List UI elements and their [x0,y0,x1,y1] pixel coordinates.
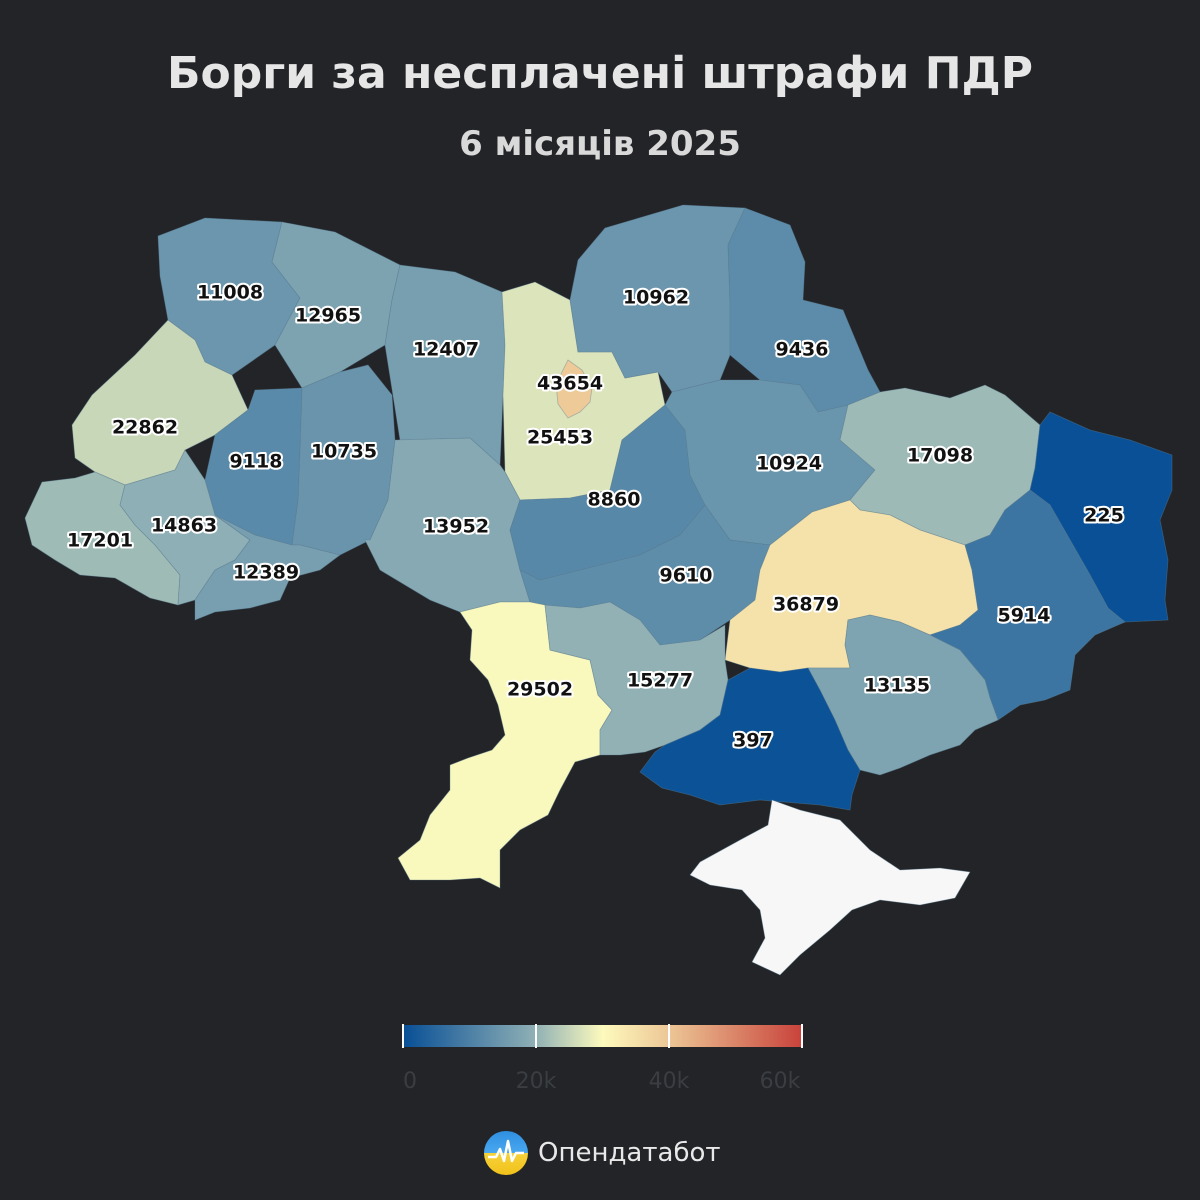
label-zaporizhzhia: 13135 [864,675,930,697]
region-donetsk[interactable] [928,489,1126,721]
label-vinnytsia: 13952 [423,516,489,538]
region-chernivtsi[interactable] [194,514,341,621]
region-odesa[interactable] [397,601,613,889]
region-zaporizhzhia[interactable] [807,614,999,776]
regions-layer [24,204,1173,976]
label-kherson: 397 [733,730,773,752]
color-legend: 0 20k 40k 60k [402,1024,803,1094]
label-chernivtsi: 12389 [233,562,299,584]
label-odesa: 29502 [507,679,573,701]
brand-footer[interactable]: Опендатабот [484,1130,721,1176]
region-labels-layer: 11008 12965 12407 43654 25453 10962 9436… [65,280,1126,754]
region-zhytomyr[interactable] [384,264,506,466]
label-kharkiv: 17098 [907,445,973,467]
label-mykolaiv: 15277 [627,670,693,692]
label-lviv: 22862 [112,417,178,439]
label-rivne: 12965 [295,305,361,327]
label-zakarpattia: 17201 [67,530,133,552]
label-zhytomyr: 12407 [413,339,479,361]
legend-label-40k: 40k [649,1069,690,1094]
region-kyiv-city[interactable] [555,359,593,419]
label-dnipropetrovsk: 36879 [773,594,839,616]
page-title: Борги за несплачені штрафи ПДР [167,48,1033,99]
label-khmelnytskyi: 10735 [311,441,377,463]
legend-gradient-bar [403,1025,803,1047]
region-kherson[interactable] [639,667,861,811]
label-ternopil: 9118 [230,451,283,473]
region-volyn[interactable] [157,217,301,376]
label-kyiv-oblast: 25453 [527,427,593,449]
label-cherkasy: 8860 [588,489,641,511]
legend-label-60k: 60k [760,1069,801,1094]
label-chernihiv: 10962 [623,287,689,309]
label-poltava: 10924 [756,453,822,475]
opendatabot-logo-icon [484,1131,528,1175]
label-donetsk: 5914 [998,605,1051,627]
label-kirovohrad: 9610 [660,565,713,587]
region-crimea[interactable] [689,799,971,976]
label-kyiv-city: 43654 [537,373,603,395]
label-sumy: 9436 [776,339,829,361]
legend-label-0: 0 [403,1069,417,1094]
label-luhansk: 225 [1084,505,1124,527]
legend-label-20k: 20k [516,1069,557,1094]
page-subtitle: 6 місяців 2025 [459,124,741,164]
label-volyn: 11008 [197,282,263,304]
label-ivano-frankivsk: 14863 [151,515,217,537]
brand-name: Опендатабот [538,1138,721,1168]
